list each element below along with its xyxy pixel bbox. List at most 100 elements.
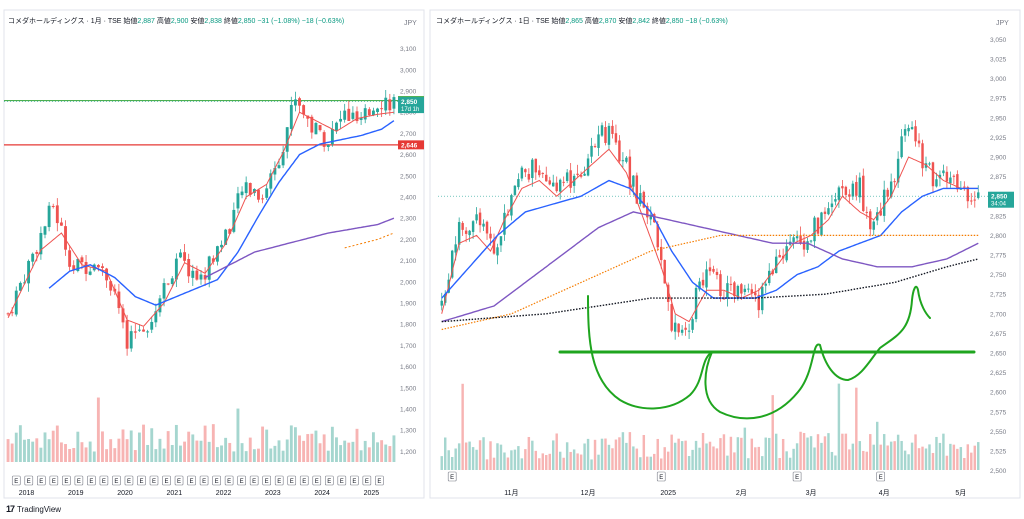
left-event-marker[interactable]	[24, 475, 34, 486]
left-candle	[166, 283, 170, 285]
right-candle	[806, 241, 809, 250]
right-volume-bar	[660, 458, 663, 470]
right-volume-bar	[809, 436, 813, 470]
right-candle	[698, 281, 701, 290]
right-chart-panel[interactable]	[429, 9, 1021, 499]
left-event-marker[interactable]	[362, 475, 372, 486]
right-candle	[910, 127, 914, 130]
left-event-marker[interactable]	[224, 475, 234, 486]
left-volume-bar	[142, 424, 145, 462]
right-volume-bar	[799, 431, 802, 470]
right-candle	[555, 182, 558, 192]
right-volume-bar	[889, 441, 893, 470]
left-y-tick-label: 1,500	[400, 385, 417, 392]
left-chart-panel[interactable]	[3, 9, 425, 499]
left-event-marker[interactable]	[87, 475, 96, 486]
left-event-marker[interactable]	[287, 475, 297, 486]
left-event-marker[interactable]	[174, 475, 184, 486]
right-candle	[538, 170, 541, 176]
left-event-marker[interactable]	[237, 475, 246, 486]
left-volume-bar	[14, 432, 18, 462]
right-ohlc-high: 2,870	[598, 18, 617, 25]
right-candle	[966, 187, 970, 202]
left-event-marker[interactable]	[375, 475, 384, 486]
right-ohlc-low: 2,842	[632, 18, 650, 25]
left-event-marker[interactable]	[162, 475, 171, 486]
right-volume-bar	[862, 450, 865, 470]
right-event-marker[interactable]	[656, 471, 666, 482]
right-event-marker[interactable]	[876, 471, 886, 482]
left-currency-label: JPY	[404, 20, 417, 27]
left-x-tick-label: 2020	[117, 490, 133, 497]
right-volume-bar	[604, 438, 607, 470]
left-event-marker[interactable]	[199, 475, 209, 486]
left-y-tick-label: 3,100	[400, 46, 417, 53]
right-event-marker[interactable]	[447, 471, 457, 482]
right-event-marker-label: E	[795, 475, 799, 481]
left-event-marker[interactable]	[112, 475, 121, 486]
right-candle	[733, 282, 736, 297]
left-event-marker[interactable]	[49, 475, 59, 486]
right-moving-average-ma-20	[441, 179, 979, 299]
left-moving-average-ma-short	[7, 111, 394, 327]
left-event-marker[interactable]	[137, 475, 146, 486]
left-event-marker[interactable]	[149, 475, 159, 486]
left-event-marker[interactable]	[350, 475, 359, 486]
left-volume-bar	[285, 439, 289, 462]
right-candle	[865, 211, 868, 213]
left-candle	[224, 229, 228, 245]
left-volume-bar	[318, 443, 322, 462]
right-volume-bar	[719, 438, 722, 470]
right-volume-bar	[931, 452, 935, 470]
left-event-marker[interactable]	[324, 475, 334, 486]
left-event-marker[interactable]	[99, 475, 109, 486]
left-event-marker[interactable]	[262, 475, 271, 486]
left-event-marker[interactable]	[249, 475, 259, 486]
left-y-tick-label: 2,000	[400, 279, 417, 286]
right-candle	[914, 126, 917, 142]
right-candle	[907, 127, 910, 132]
left-candle	[84, 261, 88, 274]
right-candle	[677, 323, 680, 333]
left-event-marker[interactable]	[212, 475, 221, 486]
left-event-marker[interactable]	[299, 475, 309, 486]
right-volume-bar	[527, 436, 531, 470]
left-event-marker[interactable]	[62, 475, 71, 486]
right-volume-bar	[503, 452, 506, 470]
right-volume-bar	[541, 453, 544, 470]
left-event-marker[interactable]	[124, 475, 134, 486]
left-event-marker[interactable]	[37, 475, 46, 486]
left-event-marker[interactable]	[74, 475, 84, 486]
left-event-marker[interactable]	[274, 475, 284, 486]
right-volume-bar	[869, 434, 872, 470]
left-event-marker[interactable]	[11, 475, 21, 486]
left-volume-bar	[158, 438, 162, 462]
left-volume-bar	[133, 450, 137, 462]
right-candle	[931, 162, 935, 187]
right-volume-bar	[949, 443, 952, 470]
right-candle	[656, 224, 659, 248]
right-candle	[876, 212, 879, 221]
left-event-marker[interactable]	[187, 475, 196, 486]
left-candle	[363, 108, 367, 120]
left-event-marker[interactable]	[312, 475, 322, 486]
left-volume-bar	[203, 425, 207, 462]
left-candle	[310, 116, 314, 133]
right-volume-bar	[454, 448, 457, 470]
left-volume-bar	[343, 440, 347, 462]
right-candle	[684, 327, 687, 330]
brand-footer[interactable]: 17 TradingView	[6, 504, 61, 514]
right-volume-bar	[736, 437, 740, 470]
right-event-marker[interactable]	[792, 471, 802, 482]
left-volume-bar	[355, 428, 359, 462]
right-x-tick-label: 12月	[581, 489, 596, 497]
right-volume-bar	[444, 437, 447, 470]
left-event-marker[interactable]	[337, 475, 347, 486]
left-y-tick-label: 2,100	[400, 258, 417, 265]
left-event-marker-label: E	[265, 479, 269, 485]
left-candle	[281, 151, 285, 166]
right-volume-bar	[743, 427, 747, 470]
right-volume-bar	[729, 436, 733, 470]
right-volume-bar	[649, 456, 652, 470]
right-volume-bar	[806, 437, 809, 470]
